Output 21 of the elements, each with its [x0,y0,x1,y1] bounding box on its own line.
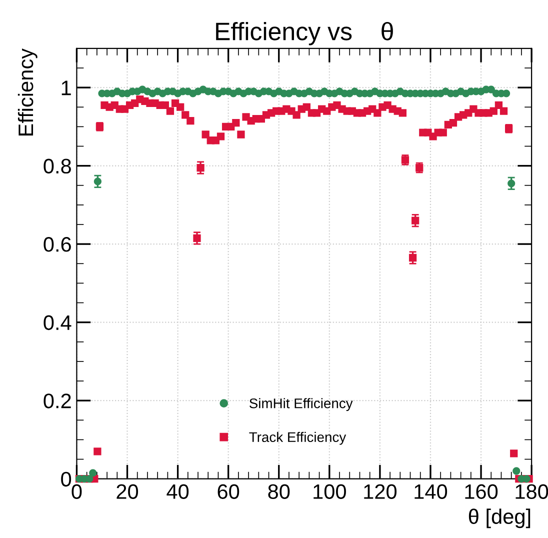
x-tick-label: 140 [414,484,448,499]
legend-label: Track Efficiency [249,432,346,445]
y-tick-label: 0.2 [44,394,71,408]
x-tick-label: 40 [166,484,189,499]
x-tick-label: 180 [516,484,548,499]
y-tick-label: 0.6 [44,237,71,252]
chart-title: Efficiency vs θ [216,22,393,46]
y-axis-title: Efficiency [18,48,38,136]
x-tick-label: 100 [314,484,346,499]
y-tick-label: 0 [61,472,72,487]
legend-label: SimHit Efficiency [250,398,353,412]
x-tick-label: 120 [364,484,397,499]
x-tick-label: 160 [465,484,498,499]
y-tick-label: 0.8 [44,158,71,174]
x-tick-label: 20 [116,484,138,499]
x-axis-title: θ [deg] [468,508,530,528]
x-tick-label: 0 [72,484,82,499]
x-tick-label: 60 [218,484,240,499]
y-tick-label: 1 [62,80,71,96]
y-tick-label: 0.4 [44,315,72,330]
x-tick-label: 80 [268,484,290,499]
